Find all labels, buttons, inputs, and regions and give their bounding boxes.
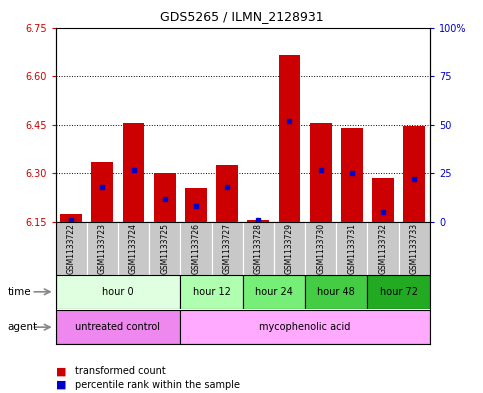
- Text: hour 0: hour 0: [102, 287, 134, 297]
- Bar: [180, 222, 212, 275]
- Bar: [185, 188, 207, 222]
- Bar: [149, 222, 180, 275]
- Bar: [212, 222, 242, 275]
- Text: hour 12: hour 12: [193, 287, 230, 297]
- Bar: [341, 128, 363, 222]
- Bar: [60, 214, 82, 222]
- Bar: [56, 275, 180, 309]
- Bar: [123, 123, 144, 222]
- Text: transformed count: transformed count: [75, 366, 166, 376]
- Text: time: time: [7, 287, 31, 297]
- Bar: [305, 222, 336, 275]
- Bar: [372, 178, 394, 222]
- Bar: [310, 123, 332, 222]
- Bar: [56, 310, 180, 344]
- Bar: [368, 275, 430, 309]
- Text: GSM1133726: GSM1133726: [191, 223, 200, 274]
- Bar: [305, 275, 368, 309]
- Bar: [216, 165, 238, 222]
- Bar: [154, 173, 176, 222]
- Text: untreated control: untreated control: [75, 322, 160, 332]
- Text: agent: agent: [7, 322, 37, 332]
- Bar: [398, 222, 430, 275]
- Bar: [118, 222, 149, 275]
- Bar: [274, 222, 305, 275]
- Bar: [247, 220, 269, 222]
- Text: GSM1133732: GSM1133732: [379, 223, 387, 274]
- Text: percentile rank within the sample: percentile rank within the sample: [75, 380, 240, 390]
- Bar: [279, 55, 300, 222]
- Text: GSM1133728: GSM1133728: [254, 223, 263, 274]
- Bar: [336, 222, 368, 275]
- Bar: [91, 162, 113, 222]
- Text: hour 72: hour 72: [380, 287, 418, 297]
- Text: GSM1133725: GSM1133725: [160, 223, 169, 274]
- Text: GSM1133722: GSM1133722: [67, 223, 76, 274]
- Bar: [403, 127, 425, 222]
- Text: hour 48: hour 48: [317, 287, 355, 297]
- Bar: [87, 222, 118, 275]
- Text: GDS5265 / ILMN_2128931: GDS5265 / ILMN_2128931: [160, 10, 323, 23]
- Text: mycophenolic acid: mycophenolic acid: [259, 322, 351, 332]
- Bar: [180, 275, 242, 309]
- Bar: [242, 222, 274, 275]
- Text: GSM1133731: GSM1133731: [347, 223, 356, 274]
- Text: GSM1133723: GSM1133723: [98, 223, 107, 274]
- Text: GSM1133729: GSM1133729: [285, 223, 294, 274]
- Text: GSM1133730: GSM1133730: [316, 223, 325, 274]
- Text: GSM1133733: GSM1133733: [410, 223, 419, 274]
- Bar: [368, 222, 398, 275]
- Bar: [56, 222, 87, 275]
- Text: ■: ■: [56, 380, 66, 390]
- Bar: [180, 310, 430, 344]
- Text: GSM1133724: GSM1133724: [129, 223, 138, 274]
- Bar: [242, 275, 305, 309]
- Text: hour 24: hour 24: [255, 287, 293, 297]
- Text: ■: ■: [56, 366, 66, 376]
- Text: GSM1133727: GSM1133727: [223, 223, 232, 274]
